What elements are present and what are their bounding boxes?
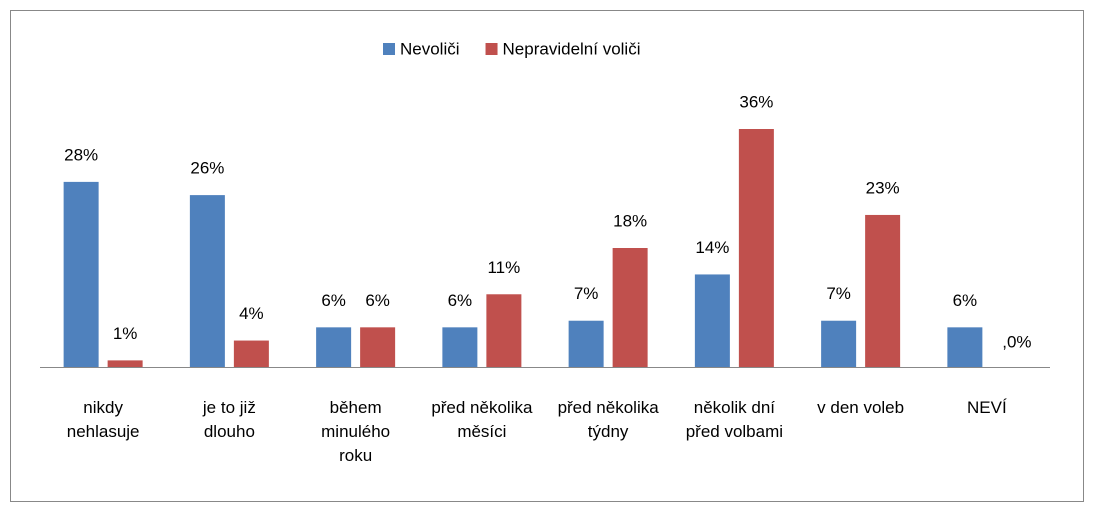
x-tick-label: několik dní před volbami bbox=[685, 398, 784, 441]
x-tick-label: NEVÍ bbox=[967, 398, 1007, 417]
chart-frame bbox=[10, 10, 1084, 502]
x-tick-label: během minulého roku bbox=[321, 398, 391, 465]
legend-swatch bbox=[485, 43, 498, 55]
data-label: 6% bbox=[321, 291, 346, 310]
bar bbox=[360, 327, 396, 367]
data-label: ,0% bbox=[1002, 332, 1031, 351]
bar bbox=[947, 327, 983, 367]
bar bbox=[107, 360, 143, 367]
legend-swatch bbox=[383, 43, 395, 55]
data-label: 6% bbox=[953, 291, 978, 310]
bar bbox=[233, 340, 269, 367]
data-label: 4% bbox=[239, 304, 264, 323]
data-label: 1% bbox=[113, 324, 138, 343]
bar bbox=[694, 274, 730, 367]
x-tick-label: je to již dlouho bbox=[202, 398, 256, 441]
data-label: 28% bbox=[64, 145, 98, 164]
bar bbox=[738, 129, 774, 367]
bar bbox=[821, 320, 857, 367]
data-label: 7% bbox=[574, 284, 599, 303]
bar bbox=[612, 248, 648, 367]
data-label: 14% bbox=[695, 238, 729, 257]
data-label: 6% bbox=[365, 291, 390, 310]
bar bbox=[189, 195, 225, 367]
bar bbox=[442, 327, 478, 367]
data-label: 18% bbox=[613, 211, 647, 230]
legend-label: Nevoliči bbox=[400, 39, 460, 58]
bar bbox=[568, 320, 604, 367]
bar bbox=[486, 294, 522, 367]
bar bbox=[865, 214, 901, 367]
legend-label: Nepravidelní voliči bbox=[503, 39, 641, 58]
data-label: 36% bbox=[739, 92, 773, 111]
x-tick-label: nikdy nehlasuje bbox=[66, 398, 140, 441]
data-label: 11% bbox=[487, 258, 520, 277]
x-tick-label: před několika měsíci bbox=[431, 398, 533, 441]
bar bbox=[316, 327, 352, 367]
data-label: 26% bbox=[190, 159, 224, 178]
data-label: 6% bbox=[448, 291, 473, 310]
data-label: 7% bbox=[826, 284, 851, 303]
x-tick-label: v den voleb bbox=[817, 398, 905, 417]
data-label: 23% bbox=[866, 178, 900, 197]
bar bbox=[63, 181, 99, 367]
x-tick-label: před několika týdny bbox=[557, 398, 659, 441]
